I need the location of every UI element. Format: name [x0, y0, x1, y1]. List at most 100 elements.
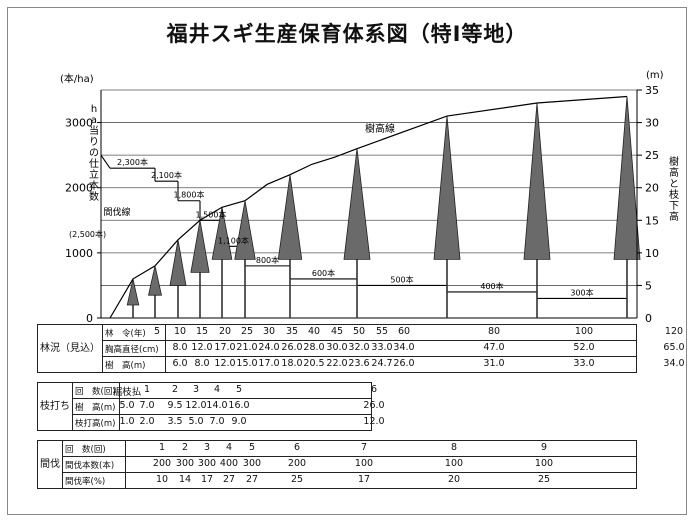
table-cell: 2: [181, 442, 189, 453]
table-cell: 12.0: [185, 400, 207, 411]
thinning-stem-label: 500本: [390, 274, 413, 284]
table-cell: 300: [242, 458, 262, 469]
thinning-rate-values: 10 14 17 27 27 25 17 20 25: [125, 472, 637, 489]
dbh-row-label: 胸高直径(cm): [102, 340, 166, 357]
height-row-values: 6.0 8.0 12.0 15.0 17.0 18.0 20.5 22.0 23.6 24.7 26…: [165, 356, 685, 373]
left-axis-label-char: a: [91, 115, 97, 126]
thinning-stem-label: 1,100本: [218, 235, 249, 245]
pruning-clear-height-values: 1.0 2.0 3.5 5.0 7.0 9.0 12.0: [119, 414, 385, 431]
tree-crown: [613, 96, 641, 260]
tree-crown: [148, 265, 162, 296]
left-axis-label-char: h: [91, 104, 97, 115]
table-cell: 12.0: [214, 358, 236, 369]
table-cell: 裾枝払: [112, 387, 142, 398]
thinning-line: [100, 154, 627, 300]
table-cell: 45: [330, 326, 344, 337]
height-row-label: 樹 高(m): [102, 356, 166, 373]
thinning-stem-label: 2,300本: [117, 157, 148, 167]
table-cell: 27: [245, 474, 259, 485]
table-cell: 20: [218, 326, 232, 337]
pruning-section-label: 枝打ち: [37, 382, 73, 431]
table-cell: 8: [450, 442, 458, 453]
table-cell: 9: [540, 442, 548, 453]
pruning-count-values: 裾枝払 1 2 3 4 5 6: [113, 382, 377, 399]
table-cell: 2.0: [139, 416, 155, 427]
thinning-start: [100, 154, 111, 169]
table-cell: 65.0: [663, 342, 685, 353]
left-axis-label-char: 立: [89, 168, 99, 181]
table-cell: 1.0: [119, 416, 135, 427]
table-cell: 6.0: [172, 358, 188, 369]
right-tick-label: 30: [645, 117, 659, 130]
tree-crown: [169, 239, 187, 286]
table-cell: 34.0: [663, 358, 685, 369]
stand-table: 林況（見込） 林 令(年) 5 10 15 20 25 30 35 40 45 50 55 60 80 1…: [37, 324, 685, 373]
thinning-stem-label: 300本: [570, 287, 593, 297]
table-cell: 40: [307, 326, 321, 337]
table-cell: 24.7: [371, 358, 393, 369]
thinning-stem-label: 600本: [312, 268, 335, 278]
table-cell: 26.0: [281, 342, 303, 353]
table-cell: 7.0: [209, 416, 225, 427]
dbh-row-values: 8.0 12.0 17.0 21.0 24.0 26.0 28.0 30.0 32.0 33.0 3…: [165, 340, 685, 357]
left-axis-label-char: の: [89, 148, 99, 159]
table-cell: 200: [152, 458, 172, 469]
thinning-stem-label: 1,500本: [196, 209, 227, 219]
table-cell: 1: [143, 384, 151, 395]
tree-crown: [234, 200, 256, 260]
table-cell: 120: [664, 326, 684, 337]
thinning-stems-label: 間伐本数(本): [62, 456, 126, 473]
table-cell: 16.0: [228, 400, 250, 411]
right-tick-label: 0: [645, 312, 652, 325]
age-row-values: 5 10 15 20 25 30 35 40 45 50 55 60 80 100 120: [154, 324, 683, 341]
height-curve: [109, 95, 628, 319]
table-cell: 47.0: [483, 342, 505, 353]
table-cell: 300: [175, 458, 195, 469]
table-cell: 23.6: [348, 358, 370, 369]
table-cell: 4: [213, 384, 221, 395]
table-cell: 8.0: [194, 358, 210, 369]
table-cell: 10: [173, 326, 187, 337]
table-cell: 52.0: [573, 342, 595, 353]
trees: [126, 96, 641, 318]
table-cell: 100: [354, 458, 374, 469]
tree-crown: [211, 207, 233, 260]
thinning-count-label: 回 数(回): [62, 440, 126, 457]
table-cell: 25: [290, 474, 304, 485]
left-axis-label-char: 数: [89, 190, 99, 203]
table-cell: 17: [200, 474, 214, 485]
table-cell: 31.0: [483, 358, 505, 369]
table-cell: 50: [352, 326, 366, 337]
tree-crown: [126, 278, 140, 306]
right-axis-label-char: と: [669, 178, 679, 190]
table-cell: 26.0: [393, 358, 415, 369]
right-tick-label: 5: [645, 279, 652, 292]
table-cell: 5: [235, 384, 243, 395]
thinning-count-values: 1 2 3 4 5 6 7 8 9: [125, 440, 637, 457]
table-cell: 5.0: [119, 400, 135, 411]
figure-frame: [7, 7, 687, 515]
table-cell: 10: [155, 474, 169, 485]
table-cell: 7.0: [139, 400, 155, 411]
table-cell: 20: [447, 474, 461, 485]
left-axis-label-char: り: [89, 136, 99, 148]
thinning-stem-label: 800本: [256, 255, 279, 265]
right-axis-label-char: 高: [669, 166, 679, 179]
stand-section-label: 林況（見込）: [37, 324, 103, 373]
table-cell: 9.0: [231, 416, 247, 427]
table-cell: 9.5: [167, 400, 183, 411]
thinning-rate-label: 間伐率(%): [62, 472, 126, 489]
tree-crown: [523, 102, 551, 260]
tree-crown: [343, 148, 371, 260]
axes: [97, 89, 642, 319]
table-cell: 21.0: [236, 342, 258, 353]
table-cell: 30.0: [326, 342, 348, 353]
table-cell: 2: [171, 384, 179, 395]
table-cell: 28.0: [303, 342, 325, 353]
table-cell: 33.0: [371, 342, 393, 353]
right-tick-label: 20: [645, 182, 659, 195]
thinning-stem-label: 2,100本: [151, 170, 182, 180]
table-cell: 17.0: [258, 358, 280, 369]
table-cell: 100: [444, 458, 464, 469]
